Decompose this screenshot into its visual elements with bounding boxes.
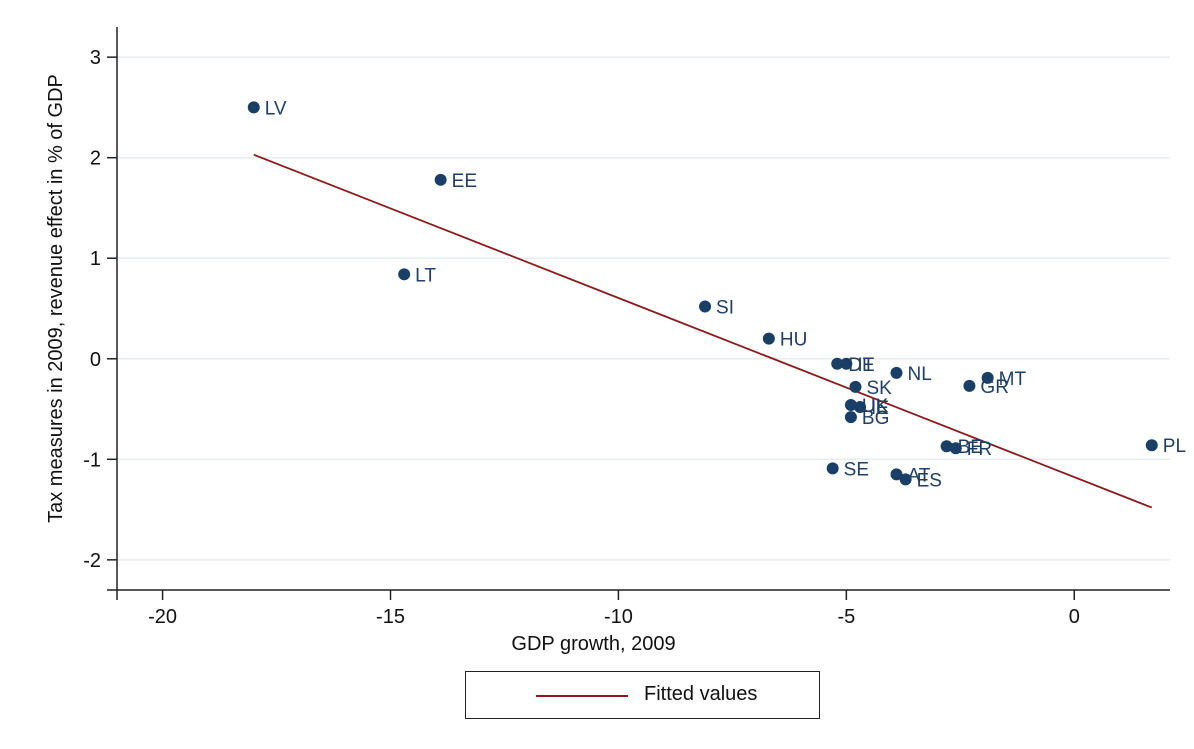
data-point	[826, 462, 839, 475]
y-tick-label: 2	[90, 148, 101, 170]
data-point	[434, 173, 447, 186]
data-point	[899, 473, 912, 486]
data-point	[963, 379, 976, 392]
point-label: EE	[452, 171, 477, 192]
data-point	[1145, 439, 1158, 452]
point-label: MT	[999, 369, 1027, 390]
data-point	[762, 332, 775, 345]
data-point	[844, 399, 857, 412]
data-point	[981, 371, 994, 384]
point-label: SE	[844, 459, 869, 480]
point-label: LV	[265, 98, 287, 119]
data-point	[247, 101, 260, 114]
x-tick-label: 0	[1069, 606, 1080, 628]
point-label: IT	[857, 355, 874, 376]
point-label: IE	[871, 398, 889, 419]
x-tick-label: -5	[837, 606, 855, 628]
y-tick-label: 1	[90, 248, 101, 270]
point-label: ES	[917, 470, 942, 491]
data-point	[890, 468, 903, 481]
y-tick-label: 3	[90, 47, 101, 69]
point-label: SK	[866, 378, 892, 399]
data-point	[699, 300, 712, 313]
point-label: AT	[907, 465, 930, 486]
y-tick-label: 0	[90, 349, 101, 371]
point-label: PL	[1163, 436, 1186, 457]
x-tick-label: -20	[148, 606, 177, 628]
data-point	[840, 357, 853, 370]
grid-layer	[117, 56, 1170, 561]
data-point	[398, 268, 411, 281]
data-point	[940, 440, 953, 453]
point-label: GR	[980, 377, 1009, 398]
point-label: LT	[415, 265, 436, 286]
data-point	[831, 357, 844, 370]
point-label: HU	[780, 330, 807, 351]
point-label: DE	[848, 355, 874, 376]
x-tick-label: -15	[376, 606, 405, 628]
x-axis-title: GDP growth, 2009	[511, 633, 675, 655]
data-point	[844, 411, 857, 424]
point-label: SI	[716, 297, 734, 318]
y-tick-label: -1	[83, 449, 101, 471]
point-label: BG	[862, 408, 889, 429]
legend-label: Fitted values	[644, 683, 758, 705]
point-label: BE	[958, 437, 983, 458]
legend-line-swatch	[536, 695, 628, 697]
point-label: UK	[862, 396, 889, 417]
data-point	[854, 401, 867, 414]
fit-layer	[253, 153, 1153, 509]
legend: Fitted values	[465, 671, 820, 719]
fitted-values-line	[253, 153, 1153, 509]
point-label: FR	[967, 439, 992, 460]
point-label: NL	[907, 364, 931, 385]
data-point	[849, 380, 862, 393]
y-tick-label: -2	[83, 550, 101, 572]
data-point	[949, 442, 962, 455]
x-tick-label: -10	[604, 606, 633, 628]
y-axis-title: Tax measures in 2009, revenue effect in …	[45, 74, 67, 523]
data-point	[890, 366, 903, 379]
